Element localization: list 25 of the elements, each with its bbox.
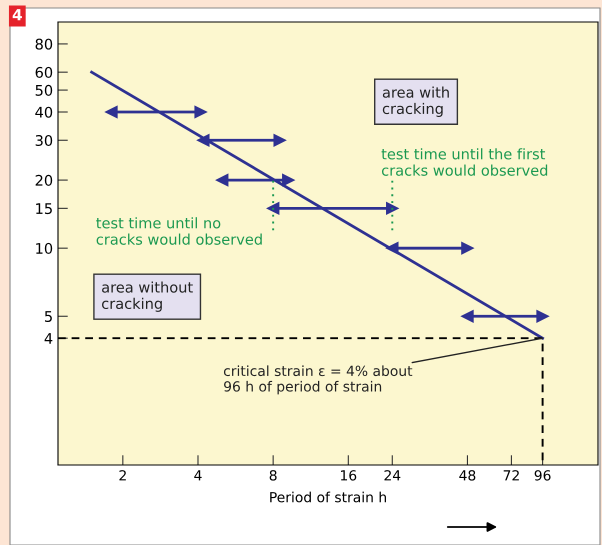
y-tick-label: 50 bbox=[36, 84, 52, 96]
x-tick-label: 8 bbox=[270, 470, 277, 481]
annotation: test time until no cracks would observed bbox=[96, 217, 262, 245]
x-tick-label: 48 bbox=[459, 470, 476, 481]
y-tick-label: 40 bbox=[35, 106, 52, 118]
y-tick-label: 15 bbox=[36, 203, 52, 214]
y-tick-label: 4 bbox=[44, 333, 52, 344]
x-tick-label: 24 bbox=[384, 470, 400, 480]
x-tick-label: 96 bbox=[534, 470, 551, 481]
annotation: area with cracking bbox=[382, 86, 449, 117]
annotation: test time until the first cracks would observed bbox=[382, 148, 548, 176]
y-tick-label: 20 bbox=[36, 174, 52, 186]
x-tick-label: 72 bbox=[504, 470, 519, 480]
y-tick-label: 60 bbox=[36, 66, 52, 78]
annotation: critical strain ε = 4% about 96 h of period of strain bbox=[224, 365, 412, 394]
annotation: area without cracking bbox=[102, 281, 193, 312]
x-axis-title: Period of strain h bbox=[270, 492, 386, 502]
x-tick-label: 2 bbox=[119, 470, 126, 480]
x-tick-label: 4 bbox=[194, 470, 202, 480]
y-tick-label: 10 bbox=[36, 242, 52, 254]
y-tick-label: 5 bbox=[44, 311, 52, 322]
text: 4 bbox=[12, 9, 22, 20]
x-tick-label: 16 bbox=[341, 470, 356, 481]
y-tick-label: 30 bbox=[36, 134, 52, 146]
y-tick-label: 80 bbox=[36, 38, 52, 50]
